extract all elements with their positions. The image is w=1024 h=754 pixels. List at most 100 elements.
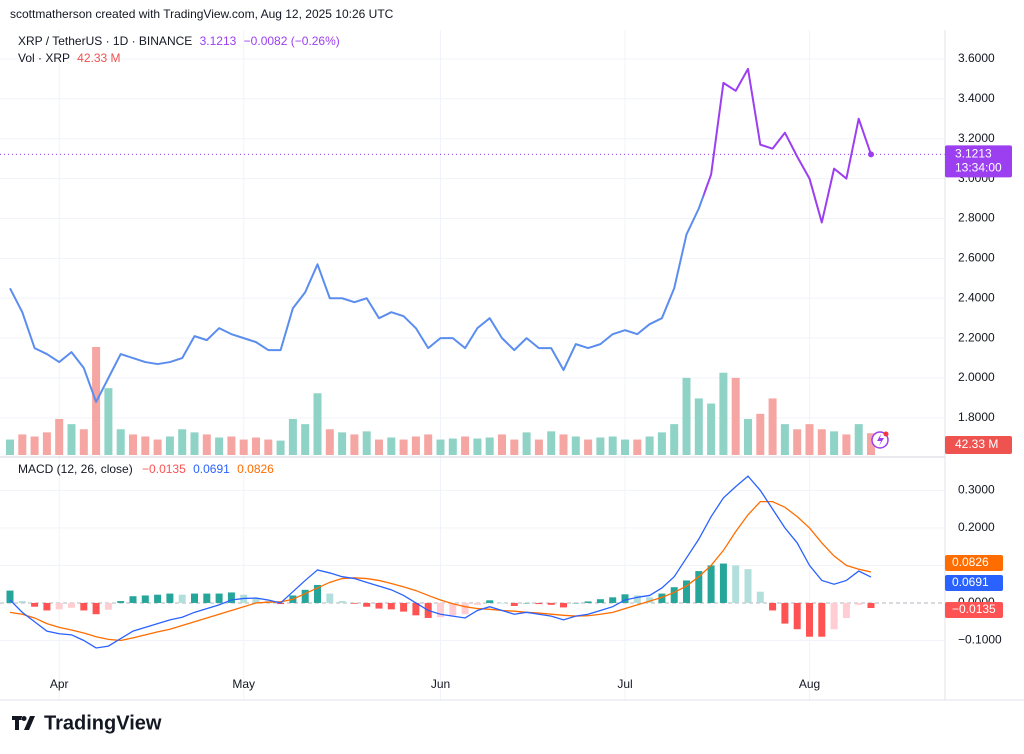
- histogram-bar: [572, 602, 580, 604]
- volume-bar: [473, 438, 482, 455]
- histogram-bar: [301, 589, 309, 603]
- alert-icon[interactable]: [871, 431, 889, 449]
- histogram-bar: [18, 601, 26, 603]
- volume-bar: [461, 436, 470, 455]
- volume-bar: [55, 419, 64, 455]
- volume-bar: [670, 424, 679, 455]
- histogram-bar: [412, 602, 420, 616]
- x-tick-label: Jun: [431, 677, 450, 691]
- histogram-bar: [400, 602, 408, 612]
- y-tick-label: 0.2000: [958, 520, 995, 534]
- volume-bar: [141, 436, 150, 455]
- histogram-bar: [830, 602, 838, 630]
- volume-tag-value: 42.33 M: [955, 437, 998, 451]
- volume-bar: [239, 439, 248, 455]
- y-tick-label: 3.2000: [958, 131, 995, 145]
- volume-bar: [485, 437, 494, 455]
- volume-bar: [830, 431, 839, 455]
- alert-dot: [883, 431, 889, 437]
- histogram-bar: [375, 602, 383, 609]
- volume-bar: [559, 434, 568, 455]
- histogram-bar: [621, 594, 629, 603]
- volume-bar: [6, 439, 14, 455]
- histogram-bar: [756, 591, 764, 603]
- y-tick-label: 2.0000: [958, 370, 995, 384]
- volume-bar: [436, 439, 445, 455]
- volume-bar: [780, 424, 789, 455]
- x-tick-label: May: [232, 677, 255, 691]
- volume-bar: [498, 434, 506, 455]
- y-tick-label: 2.4000: [958, 290, 995, 304]
- histogram-bar: [486, 600, 494, 603]
- volume-bar: [633, 439, 642, 455]
- histogram-bar: [596, 599, 604, 603]
- volume-bar: [534, 439, 543, 455]
- attribution: scottmatherson created with TradingView.…: [10, 7, 394, 21]
- histogram-bar: [55, 602, 63, 610]
- histogram-bar: [461, 602, 469, 615]
- volume-bar: [129, 434, 137, 455]
- price-line: [9, 67, 872, 403]
- y-tick-label: 2.6000: [958, 251, 995, 265]
- volume-bar: [215, 437, 224, 455]
- histogram-bar: [535, 602, 543, 605]
- signal-line: [9, 500, 872, 642]
- volume-bar: [645, 436, 654, 455]
- volume-bar: [30, 436, 39, 455]
- histogram-bar: [719, 563, 727, 603]
- volume-bar: [756, 413, 765, 455]
- volume-bar: [817, 429, 826, 455]
- histogram-bar: [104, 602, 112, 610]
- volume-bar: [522, 432, 531, 455]
- price-tag-value: 3.1213: [955, 147, 992, 161]
- x-tick-label: Aug: [799, 677, 820, 691]
- histogram-bar: [449, 602, 457, 616]
- histogram-bar: [80, 602, 88, 611]
- volume-bar: [252, 437, 260, 455]
- histogram-bar: [806, 602, 813, 637]
- volume-bar: [596, 437, 605, 455]
- volume-bar: [793, 429, 802, 455]
- macd-last: 0.0691: [193, 462, 230, 476]
- volume-bar: [338, 432, 347, 455]
- logo[interactable]: TradingView: [12, 712, 162, 734]
- volume-bar: [153, 439, 162, 455]
- volume-bar: [325, 429, 334, 455]
- volume-bar: [190, 432, 199, 455]
- histogram-bar: [658, 593, 666, 603]
- histogram-bar: [818, 602, 826, 637]
- y-tick-label: 3.4000: [958, 91, 995, 105]
- histogram-bar: [707, 565, 715, 603]
- price-tag: [945, 145, 1012, 178]
- y-tick-label: 1.8000: [958, 410, 995, 424]
- volume-bar: [657, 432, 666, 455]
- logo-text[interactable]: TradingView: [44, 712, 162, 734]
- signal-last: 0.0826: [237, 462, 274, 476]
- histogram-bar: [510, 602, 518, 606]
- volume-bar: [584, 439, 593, 455]
- histogram-bar: [387, 602, 395, 610]
- histogram-last: −0.0135: [142, 462, 186, 476]
- volume-bar: [547, 431, 556, 455]
- volume-bar: [510, 439, 519, 455]
- volume-bar: [571, 436, 580, 455]
- volume-bar: [387, 437, 396, 455]
- histogram-bar: [129, 596, 137, 603]
- volume-bar: [719, 372, 728, 455]
- histogram-bar: [92, 602, 100, 615]
- grid: [0, 30, 945, 700]
- price-legend: XRP / TetherUS · 1D · BINANCE 3.1213 −0.…: [18, 34, 340, 48]
- volume-tag: [945, 436, 1012, 454]
- histogram-bar: [547, 602, 555, 605]
- histogram-bar: [646, 597, 654, 603]
- volume-bar: [744, 419, 752, 455]
- histogram-bar: [732, 565, 740, 603]
- histogram-bar: [523, 602, 531, 604]
- volume-bar: [375, 439, 383, 455]
- histogram-bar: [584, 601, 592, 603]
- volume-bar: [301, 424, 310, 455]
- symbol-title: XRP / TetherUS · 1D · BINANCE: [18, 34, 192, 48]
- macd-line: [9, 475, 872, 649]
- volume-bar: [448, 438, 457, 455]
- histogram-bar: [683, 580, 690, 603]
